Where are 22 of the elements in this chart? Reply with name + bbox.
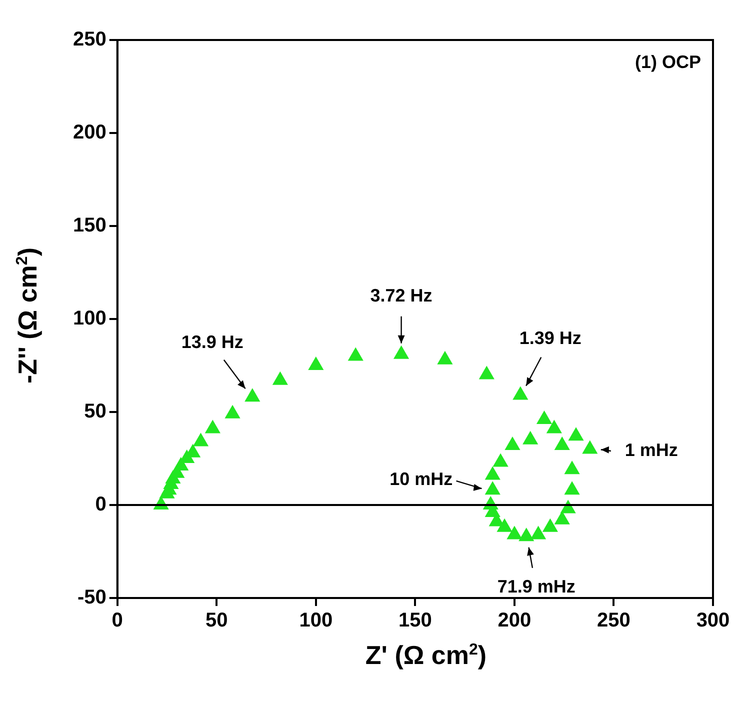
annotation: 1.39 Hz xyxy=(519,328,582,348)
y-tick-label: 250 xyxy=(72,28,106,51)
y-tick-label: -50 xyxy=(77,586,106,609)
x-tick-label: 50 xyxy=(206,610,228,632)
annotation: 1 mHz xyxy=(624,440,678,460)
y-tick-label: 200 xyxy=(72,122,106,144)
annotation: 13.9 Hz xyxy=(181,332,244,352)
annotation: 10 mHz xyxy=(390,469,453,490)
x-tick-label: 200 xyxy=(498,610,532,632)
annotation: 71.9 mHz xyxy=(497,576,576,597)
y-tick-label: 50 xyxy=(84,400,106,423)
y-tick-label: 0 xyxy=(95,494,106,516)
x-tick-label: 0 xyxy=(112,610,123,632)
annotation: 3.72 Hz xyxy=(370,285,432,306)
y-tick-label: 150 xyxy=(72,214,106,237)
annotation: (1) OCP xyxy=(634,52,701,72)
x-tick-label: 300 xyxy=(696,610,730,632)
x-axis-title: Z' (Ω cm$^{2}$) xyxy=(364,640,488,671)
x-tick-label: 150 xyxy=(398,610,432,632)
x-tick-label: 100 xyxy=(299,610,333,632)
y-tick-label: 100 xyxy=(72,308,106,330)
x-tick-label: 250 xyxy=(597,610,630,632)
